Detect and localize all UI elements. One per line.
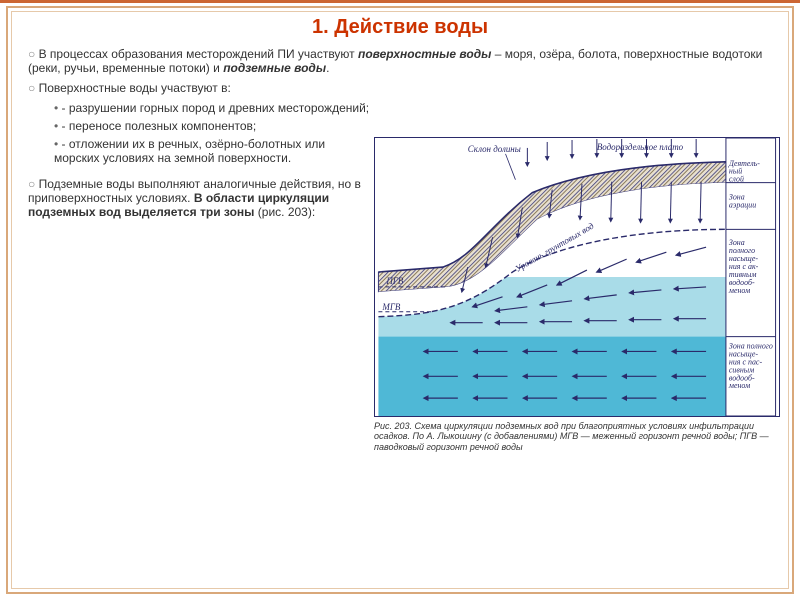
sub-1: - разрушении горных пород и древних мест…: [54, 101, 780, 115]
figure-caption: Рис. 203. Схема циркуляции подземных вод…: [374, 421, 780, 452]
label-pgv: ПГВ: [385, 276, 404, 286]
sub-2: - переносе полезных компонентов;: [54, 119, 780, 133]
diagram-svg: Склон долины Водораздельное плато Уровен…: [375, 138, 779, 416]
sub-3: - отложении их в речных, озёрно-болотных…: [54, 137, 370, 165]
para-2: Поверхностные воды участвуют в:: [28, 81, 780, 95]
para-1: В процессах образования месторождений ПИ…: [28, 47, 780, 75]
slide-content: 1. Действие воды В процессах образования…: [20, 16, 780, 584]
label-active: Зонаполногонасыще-ния с ак-тивнымводооб-…: [728, 238, 759, 295]
para-3: Подземные воды выполняют аналогичные дей…: [28, 177, 370, 219]
label-plateau: Водораздельное плато: [597, 142, 684, 152]
slide-title: 1. Действие воды: [20, 16, 780, 39]
label-slope: Склон долины: [468, 144, 521, 154]
figure-203: Склон долины Водораздельное плато Уровен…: [374, 137, 780, 417]
label-mgv: МГВ: [381, 302, 401, 312]
